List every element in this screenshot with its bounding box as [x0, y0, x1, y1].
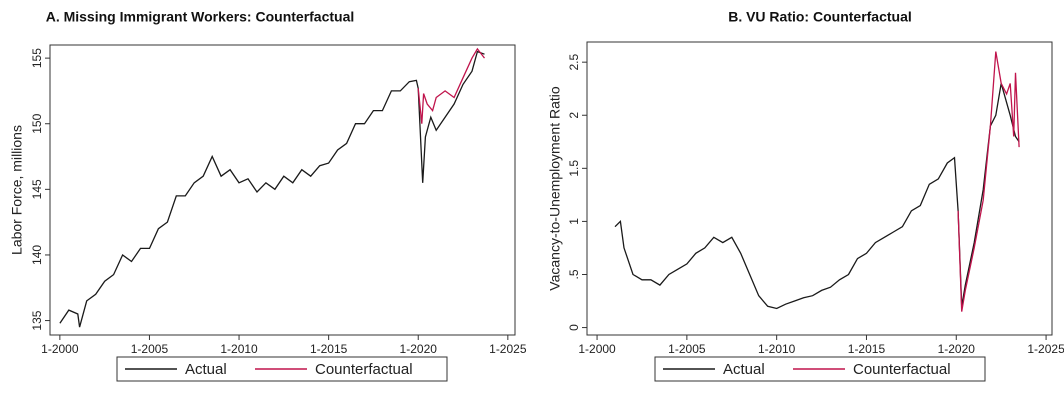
x-tick-label: 1-2025	[489, 342, 527, 356]
y-tick-label: 145	[30, 179, 44, 199]
x-tick-label: 1-2010	[758, 342, 796, 356]
data-line	[417, 47, 486, 124]
plot-frame	[586, 41, 1053, 336]
chart-title: A. Missing Immigrant Workers: Counterfac…	[46, 9, 355, 25]
data-line	[957, 51, 1020, 312]
y-tick-label: 1	[567, 218, 581, 225]
y-tick-label: 140	[30, 245, 44, 265]
chart-title: B. VU Ratio: Counterfactual	[728, 9, 912, 25]
y-tick-label: 135	[30, 310, 44, 330]
x-tick-label: 1-2015	[310, 342, 348, 356]
y-tick-label: .5	[567, 269, 581, 279]
y-axis-title: Vacancy-to-Unemployment Ratio	[547, 86, 563, 291]
legend-label: Actual	[185, 361, 227, 378]
x-tick-label: 1-2010	[220, 342, 258, 356]
x-tick-label: 1-2005	[668, 342, 706, 356]
data-line	[614, 83, 1020, 310]
plot-frame	[49, 44, 516, 336]
legend-label: Counterfactual	[315, 361, 413, 378]
x-tick-label: 1-2020	[938, 342, 976, 356]
y-axis-title: Labor Force, millions	[9, 125, 25, 255]
x-tick-label: 1-2000	[578, 342, 616, 356]
x-tick-label: 1-2020	[400, 342, 438, 356]
y-tick-label: 1.5	[567, 160, 581, 177]
y-tick-label: 2.5	[567, 54, 581, 71]
y-tick-label: 0	[567, 324, 581, 331]
legend-label: Actual	[723, 361, 765, 378]
legend-label: Counterfactual	[853, 361, 951, 378]
y-tick-label: 2	[567, 112, 581, 119]
x-tick-label: 1-2025	[1027, 342, 1064, 356]
y-tick-label: 155	[30, 48, 44, 68]
x-tick-label: 1-2015	[848, 342, 886, 356]
x-tick-label: 1-2005	[131, 342, 169, 356]
data-line	[59, 50, 485, 328]
x-tick-label: 1-2000	[41, 342, 79, 356]
y-tick-label: 150	[30, 113, 44, 133]
